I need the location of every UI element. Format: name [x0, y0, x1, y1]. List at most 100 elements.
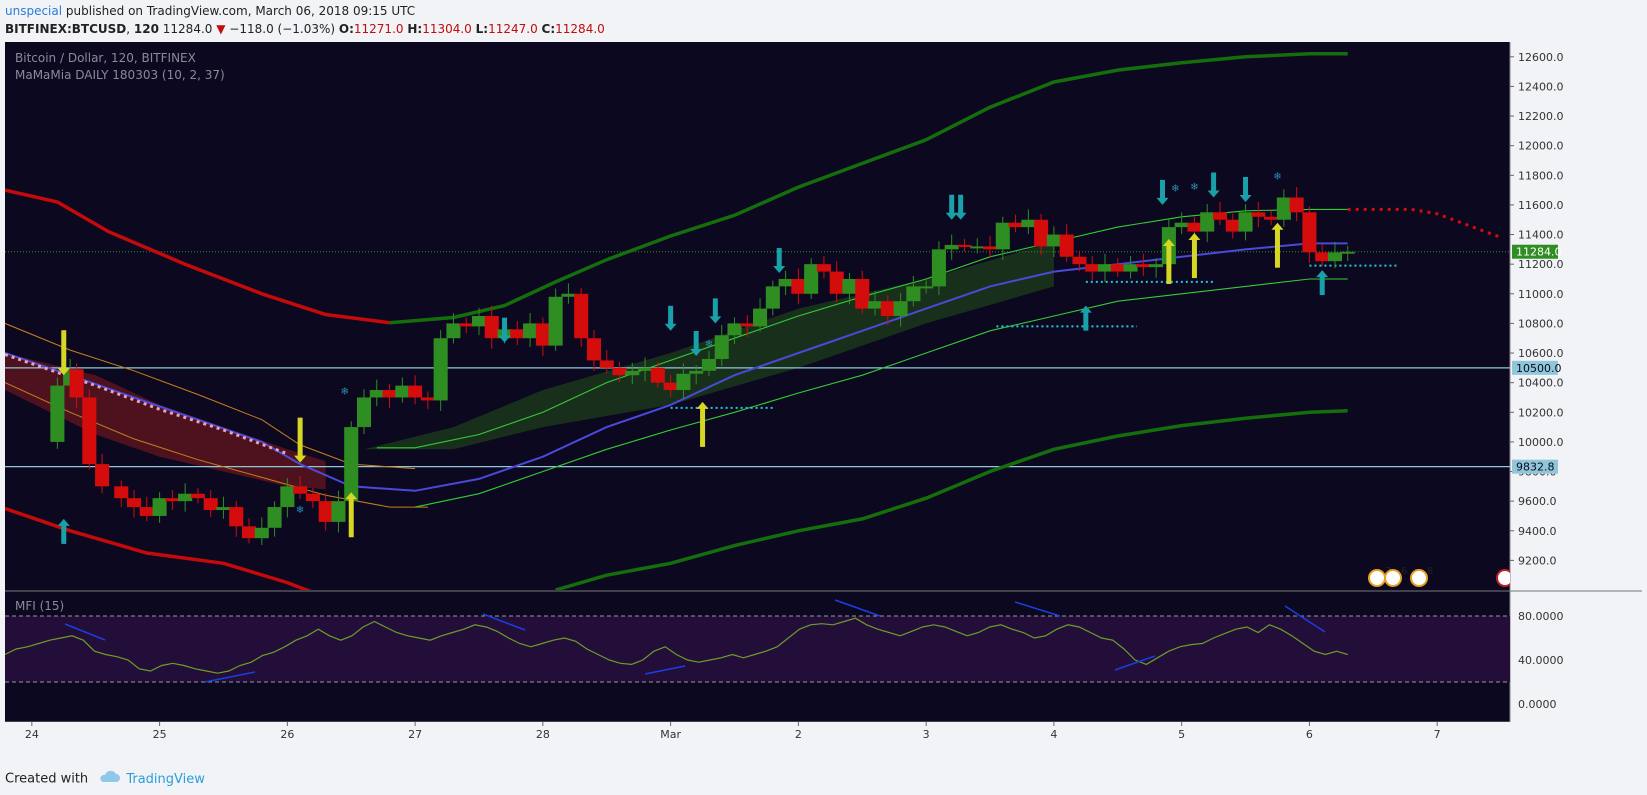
- arrow-teal-down-head: [664, 323, 677, 331]
- snowflake-icon: ❄: [705, 339, 713, 350]
- created-with-text: Created with: [5, 771, 89, 787]
- candle-body: [344, 427, 359, 502]
- candle-body: [689, 370, 704, 374]
- arrow-yellow-down-shaft: [297, 417, 303, 457]
- arrow-teal-down-head: [773, 266, 786, 274]
- divergence-line: [204, 671, 256, 683]
- price-tick-label: 10400.0: [1518, 377, 1564, 390]
- chart-svg[interactable]: ❄❄❄❄❄❄268Bitcoin / Dollar, 120, BITFINEX…: [4, 42, 1642, 764]
- arrow-yellow-up-shaft: [1274, 228, 1280, 268]
- arrow-teal-up-shaft: [1319, 276, 1325, 296]
- arrow-teal-down-head: [690, 348, 703, 356]
- arrow-teal-up-head: [1316, 270, 1329, 278]
- candle-body: [1187, 222, 1202, 232]
- candle-body: [1238, 212, 1253, 232]
- orange-line: [5, 322, 416, 470]
- arrow-teal-down-head: [954, 212, 967, 220]
- candle-body: [970, 246, 985, 249]
- price-change: −118.0 (−1.03%): [229, 22, 336, 36]
- snowflake-icon: ❄: [1190, 182, 1198, 193]
- close-value: 11284.0: [555, 22, 605, 36]
- candle-body: [880, 301, 895, 316]
- level-price-tag: [1512, 459, 1558, 474]
- candle-body: [1225, 219, 1240, 232]
- candle-body: [293, 486, 308, 494]
- arrow-teal-down-shaft: [668, 305, 674, 325]
- time-tick-label: 3: [923, 728, 930, 741]
- candle-body: [1340, 251, 1355, 254]
- bull-cloud: [364, 241, 1054, 450]
- candle-body: [765, 286, 780, 309]
- mfi-tick-label: 40.0000: [1518, 654, 1564, 667]
- event-badge-count: 6: [1401, 566, 1407, 577]
- candle-body: [714, 335, 729, 359]
- arrow-teal-down-head: [1156, 197, 1169, 205]
- candle-body: [1021, 219, 1036, 228]
- arrow-yellow-up-head: [1188, 233, 1201, 241]
- candle-body: [82, 397, 97, 465]
- event-badge-icon: [1384, 569, 1402, 587]
- chart-area[interactable]: ❄❄❄❄❄❄268Bitcoin / Dollar, 120, BITFINEX…: [4, 42, 1642, 768]
- arrow-teal-up-head: [57, 518, 70, 526]
- arrow-teal-down-head: [945, 212, 958, 220]
- candle-body: [829, 271, 844, 294]
- arrow-yellow-up-head: [1162, 238, 1175, 246]
- candle-body: [650, 367, 665, 383]
- candle-body: [1315, 252, 1330, 262]
- candle-body: [1097, 264, 1113, 272]
- divergence-line: [64, 623, 106, 641]
- symbol-name: BITFINEX:BTCUSD: [5, 22, 127, 36]
- arrow-teal-down-head: [1239, 194, 1252, 202]
- candle-body: [203, 498, 218, 511]
- candle-body: [1034, 219, 1049, 247]
- divergence-line: [644, 665, 686, 675]
- lower-band-red: [5, 506, 312, 590]
- arrow-yellow-up-shaft: [700, 407, 706, 447]
- candle-body: [931, 249, 946, 287]
- time-tick-label: 27: [408, 728, 422, 741]
- candle-body: [663, 382, 678, 391]
- event-badge-icon: [1410, 569, 1428, 587]
- tradingview-link[interactable]: TradingView: [126, 771, 205, 787]
- candle-body: [982, 246, 998, 250]
- interval: 120: [133, 22, 159, 36]
- candle-body: [1149, 264, 1164, 268]
- price-tick-label: 9600.0: [1518, 495, 1557, 508]
- candle-body: [1123, 264, 1138, 272]
- price-tick-label: 9200.0: [1518, 554, 1557, 567]
- time-tick-label: 26: [280, 728, 294, 741]
- candle-body: [331, 501, 346, 522]
- candle-body: [1264, 216, 1279, 220]
- snowflake-icon: ❄: [1171, 184, 1179, 195]
- candle-body: [114, 486, 129, 499]
- arrow-teal-down-head: [709, 316, 722, 324]
- arrow-yellow-down-head: [294, 455, 307, 463]
- open-label: O:: [338, 22, 354, 36]
- candle-body: [906, 286, 921, 302]
- arrow-teal-down-shaft: [949, 194, 955, 214]
- tradingview-cloud-icon: [98, 770, 121, 788]
- candle-body: [69, 369, 84, 398]
- basis-line: [5, 242, 1348, 492]
- price-tick-label: 11800.0: [1518, 169, 1564, 182]
- arrow-teal-down-shaft: [712, 298, 718, 318]
- low-value: 11247.0: [488, 22, 538, 36]
- candle-body: [267, 507, 282, 528]
- candle-body: [561, 293, 576, 297]
- author-link[interactable]: unspecial: [5, 4, 63, 18]
- candle-body: [1110, 264, 1125, 272]
- main-pane: ❄❄❄❄❄❄268: [5, 52, 1510, 590]
- candle-body: [548, 296, 563, 346]
- close-label: C:: [541, 22, 556, 36]
- level-price-label: 10500.0: [1516, 362, 1562, 375]
- candle-body: [408, 385, 423, 398]
- candle-body: [1008, 222, 1023, 228]
- time-tick-label: 7: [1434, 728, 1441, 741]
- high-value: 11304.0: [422, 22, 472, 36]
- price-scale-bg: [1510, 42, 1642, 722]
- candle-body: [1212, 212, 1228, 220]
- candle-body: [127, 498, 142, 508]
- time-tick-label: Mar: [660, 728, 681, 741]
- candle-body: [625, 370, 640, 376]
- mfi-tick-label: 80.0000: [1518, 610, 1564, 623]
